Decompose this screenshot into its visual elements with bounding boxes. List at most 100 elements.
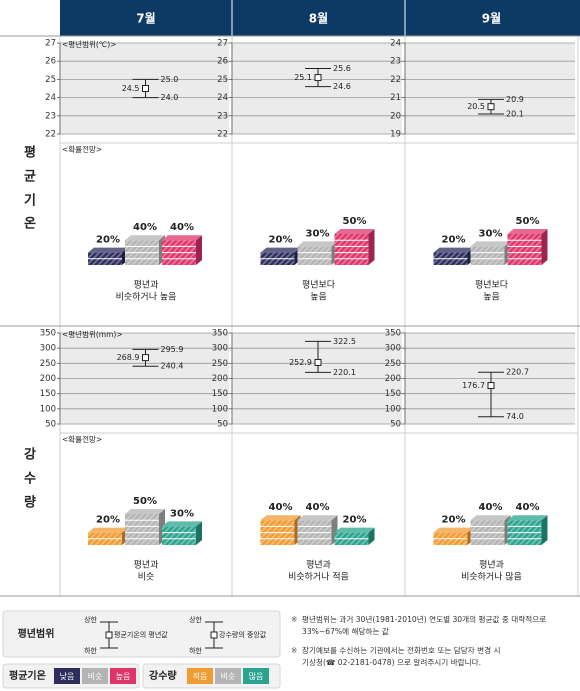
prob-caption: 비슷	[138, 572, 155, 583]
legend-upper-label: 상한	[84, 615, 97, 624]
legend-lower-label: 하한	[189, 646, 202, 655]
section-label-char: 평	[24, 145, 36, 161]
prob-cube-낮음	[433, 247, 474, 265]
prob-cube-많음	[507, 515, 548, 545]
y-tick-label: 50	[45, 420, 56, 430]
prob-cube-높음	[162, 235, 202, 265]
note-2-mark: ※	[291, 646, 298, 655]
range-lower-label: 74.0	[506, 412, 524, 421]
legend-swatch-label: 비슷	[221, 672, 236, 681]
range-lower-label: 240.4	[161, 362, 184, 371]
prob-caption: 비슷하거나 적음	[288, 571, 349, 583]
y-tick-label: 50	[390, 420, 401, 430]
range-upper-label: 295.9	[161, 345, 184, 354]
y-tick-label: 150	[385, 389, 401, 399]
y-tick-label: 22	[390, 75, 401, 85]
y-tick-label: 100	[40, 404, 56, 414]
legend-category-title: 평균기온	[9, 669, 46, 682]
y-tick-label: 350	[40, 329, 56, 339]
legend-mean-label: 강수량의 중앙값	[219, 630, 267, 639]
prob-cube-비슷	[125, 509, 165, 545]
prob-label: 40%	[479, 502, 503, 513]
range-mean-label: 176.7	[462, 381, 485, 390]
legend-mean-marker	[105, 631, 113, 639]
legend-mean-label: 평균기온의 평년값	[114, 630, 168, 639]
prob-label: 50%	[343, 216, 367, 227]
prob-caption: 높음	[310, 292, 327, 303]
legend-swatch	[243, 668, 269, 684]
section-label-char: 기	[24, 194, 36, 209]
prob-label: 20%	[442, 515, 466, 526]
prob-caption: 평년과	[134, 560, 159, 571]
y-tick-label: 300	[385, 344, 401, 354]
prob-cube-높음	[334, 229, 375, 265]
y-tick-label: 250	[40, 359, 56, 369]
legend-swatch	[215, 668, 241, 684]
prob-cube-비슷	[470, 241, 511, 265]
range-lower-label: 24.6	[333, 82, 351, 91]
y-tick-label: 250	[385, 359, 401, 369]
range-plot-bg	[232, 43, 402, 134]
y-tick-label: 150	[212, 389, 228, 399]
note-1-line-1: 평년범위는 과거 30년(1981-2010년) 연도별 30개의 평균값 중 …	[302, 615, 547, 624]
prob-label: 30%	[479, 228, 503, 239]
month-header: 9월	[482, 11, 501, 26]
y-tick-label: 20	[390, 111, 401, 121]
prob-label: 50%	[133, 496, 157, 507]
range-mean-label: 268.9	[117, 353, 140, 362]
legend-swatch	[54, 668, 80, 684]
prob-cube-비슷	[125, 235, 165, 265]
y-tick-label: 200	[385, 374, 401, 384]
y-tick-label: 24	[217, 93, 228, 103]
prob-label: 50%	[516, 216, 540, 227]
legend-lower-label: 하한	[84, 646, 97, 655]
month-header: 8월	[309, 11, 328, 26]
range-lower-label: 220.1	[333, 368, 356, 377]
prob-title: <확률전망>	[62, 434, 102, 444]
prob-label: 40%	[516, 502, 540, 513]
prob-caption: 평년과	[479, 560, 504, 571]
note-2: ※ 장기예보를 수신하는 기관에서는 전화번호 또는 담당자 변경 시 기상청(☎…	[291, 645, 577, 669]
range-mean-marker	[487, 103, 495, 111]
prob-label: 40%	[170, 222, 194, 233]
legend-category-title: 강수량	[149, 669, 177, 682]
prob-cube-낮음	[88, 247, 128, 265]
y-tick-label: 26	[217, 57, 228, 67]
prob-cube-낮음	[260, 247, 301, 265]
prob-caption: 평년과	[306, 560, 331, 571]
y-tick-label: 24	[390, 39, 401, 49]
header-band	[0, 0, 580, 36]
range-mean-marker	[142, 354, 149, 362]
legend-swatch-label: 비슷	[88, 672, 103, 681]
range-plot-bg	[405, 43, 575, 134]
y-tick-label: 22	[45, 130, 56, 140]
section-label-char: 수	[24, 472, 36, 487]
range-upper-label: 25.6	[333, 64, 351, 73]
y-tick-label: 24	[45, 93, 56, 103]
prob-label: 20%	[96, 235, 120, 246]
prob-caption: 평년과	[134, 280, 159, 291]
prob-cube-비슷	[470, 515, 511, 545]
prob-caption: 높음	[483, 292, 500, 303]
range-mean-label: 24.5	[122, 84, 140, 93]
y-tick-label: 22	[217, 130, 228, 140]
prob-label: 20%	[269, 235, 293, 246]
section-label-char: 균	[24, 170, 36, 185]
y-tick-label: 350	[385, 329, 401, 339]
y-tick-label: 100	[212, 404, 228, 414]
legend-swatch-label: 적음	[193, 671, 208, 681]
legend-swatch-label: 낮음	[60, 671, 75, 681]
y-tick-label: 200	[212, 374, 228, 384]
prob-cube-많음	[334, 527, 375, 545]
range-mean-marker	[314, 358, 322, 366]
range-mean-label: 20.5	[467, 102, 485, 111]
prob-label: 20%	[442, 235, 466, 246]
y-tick-label: 27	[217, 39, 228, 49]
y-tick-label: 25	[217, 75, 228, 85]
prob-label: 30%	[170, 508, 194, 519]
legend-swatch	[82, 668, 108, 684]
y-tick-label: 300	[40, 344, 56, 354]
legend-swatch	[110, 668, 136, 684]
legend-upper-label: 상한	[189, 615, 202, 624]
